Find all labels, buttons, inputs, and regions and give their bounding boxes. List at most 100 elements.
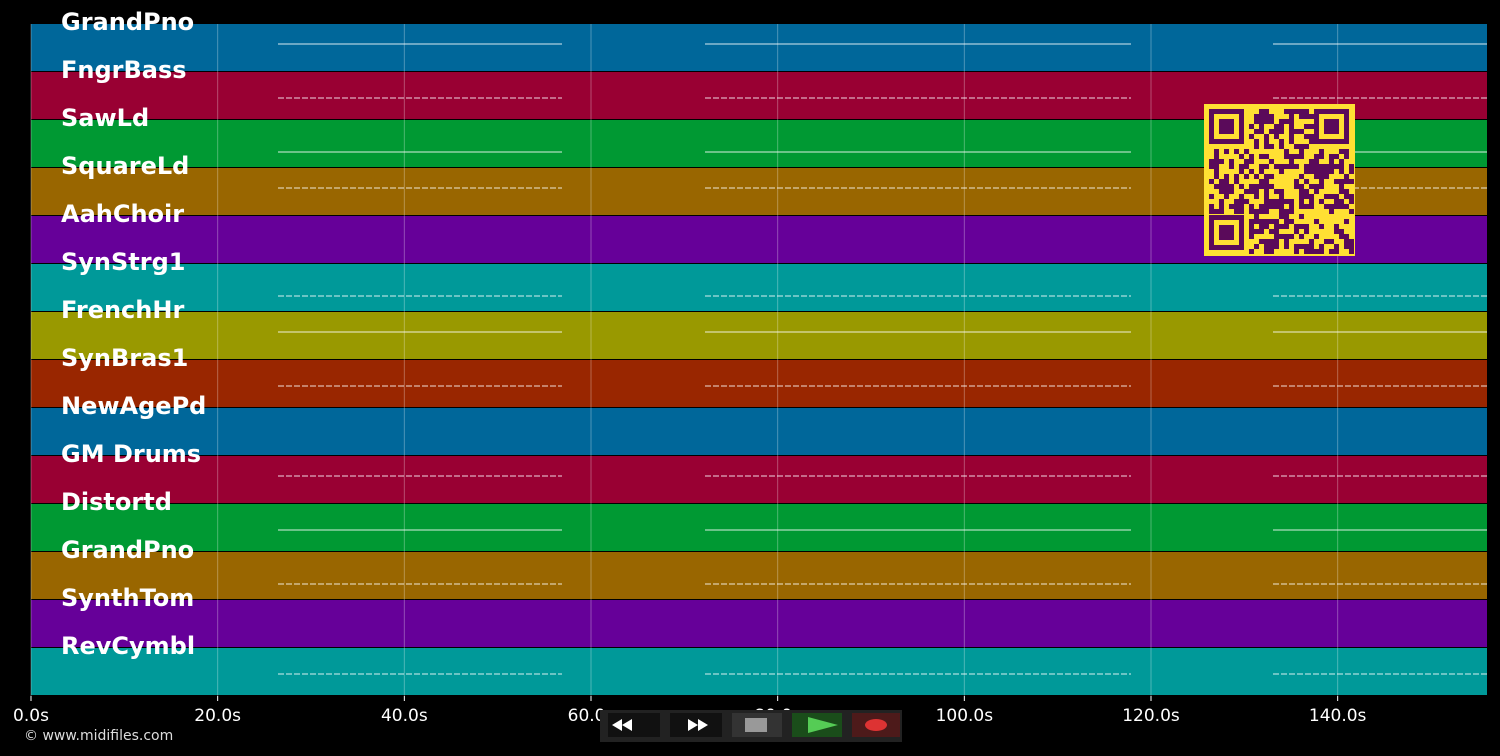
qr-module [1234, 179, 1239, 184]
qr-module [1254, 219, 1259, 224]
qr-module [1264, 224, 1269, 229]
qr-module [1284, 234, 1289, 239]
qr-module [1299, 244, 1304, 249]
qr-module [1249, 249, 1254, 254]
qr-module [1264, 189, 1269, 194]
qr-module [1299, 129, 1304, 134]
qr-module [1249, 154, 1254, 159]
qr-module [1349, 239, 1354, 244]
qr-module [1344, 204, 1349, 209]
qr-module [1264, 144, 1269, 149]
qr-module [1329, 209, 1334, 214]
qr-module [1214, 149, 1219, 154]
qr-module [1334, 194, 1339, 199]
qr-module [1254, 214, 1259, 219]
qr-module [1309, 249, 1314, 254]
qr-module [1274, 204, 1279, 209]
qr-module [1269, 239, 1274, 244]
qr-module [1314, 164, 1319, 169]
x-tick-label: 120.0s [1122, 706, 1180, 726]
qr-module [1279, 119, 1284, 124]
qr-module [1339, 169, 1344, 174]
qr-module [1319, 174, 1324, 179]
qr-module [1299, 214, 1304, 219]
play-button[interactable] [792, 713, 842, 737]
track-row [31, 456, 1487, 503]
qr-module [1339, 204, 1344, 209]
qr-module [1239, 164, 1244, 169]
qr-module [1259, 204, 1264, 209]
qr-module [1319, 184, 1324, 189]
qr-module [1324, 204, 1329, 209]
qr-module [1274, 164, 1279, 169]
qr-module [1304, 189, 1309, 194]
qr-module [1309, 164, 1314, 169]
qr-module [1219, 204, 1224, 209]
qr-module [1334, 204, 1339, 209]
qr-module [1349, 249, 1354, 254]
qr-module [1304, 109, 1309, 114]
qr-module [1249, 134, 1254, 139]
qr-module [1209, 179, 1214, 184]
x-tick-label: 0.0s [13, 706, 49, 726]
qr-module [1334, 244, 1339, 249]
qr-module [1274, 239, 1279, 244]
track-row [31, 648, 1487, 695]
qr-module [1339, 164, 1344, 169]
qr-module [1279, 224, 1284, 229]
qr-module [1249, 229, 1254, 234]
qr-module [1329, 164, 1334, 169]
qr-module [1264, 249, 1269, 254]
qr-module [1279, 204, 1284, 209]
notes [278, 43, 1487, 675]
qr-module [1294, 144, 1299, 149]
qr-module [1269, 199, 1274, 204]
qr-module [1264, 204, 1269, 209]
qr-module [1264, 209, 1269, 214]
qr-module [1299, 154, 1304, 159]
qr-module [1344, 194, 1349, 199]
track-row [31, 24, 1487, 71]
qr-module [1299, 234, 1304, 239]
qr-module [1324, 194, 1329, 199]
qr-module [1234, 204, 1239, 209]
forward-button[interactable] [670, 713, 722, 737]
qr-module [1264, 164, 1269, 169]
qr-module [1299, 144, 1304, 149]
qr-module [1294, 249, 1299, 254]
qr-module [1279, 189, 1284, 194]
qr-module [1329, 169, 1334, 174]
qr-module [1264, 109, 1269, 114]
qr-module [1304, 224, 1309, 229]
qr-module [1234, 209, 1239, 214]
qr-module [1334, 199, 1339, 204]
qr-module [1254, 144, 1259, 149]
qr-module [1314, 174, 1319, 179]
qr-module [1324, 174, 1329, 179]
qr-module [1269, 244, 1274, 249]
qr-module [1274, 244, 1279, 249]
qr-module [1299, 149, 1304, 154]
qr-module [1349, 244, 1354, 249]
qr-module [1249, 189, 1254, 194]
qr-module [1254, 244, 1259, 249]
qr-module [1284, 199, 1289, 204]
qr-module [1279, 214, 1284, 219]
qr-module [1269, 144, 1274, 149]
rewind-button[interactable] [608, 713, 660, 737]
qr-module [1249, 234, 1254, 239]
qr-module [1274, 234, 1279, 239]
track-label: SawLd [61, 104, 149, 132]
stop-button[interactable] [732, 713, 782, 737]
qr-module [1209, 159, 1214, 164]
transport [600, 710, 902, 742]
track-row [31, 360, 1487, 407]
qr-module [1284, 119, 1289, 124]
qr-module [1309, 184, 1314, 189]
qr-module [1304, 244, 1309, 249]
qr-module [1259, 169, 1264, 174]
record-button[interactable] [852, 713, 900, 737]
qr-module [1344, 174, 1349, 179]
qr-module [1324, 169, 1329, 174]
